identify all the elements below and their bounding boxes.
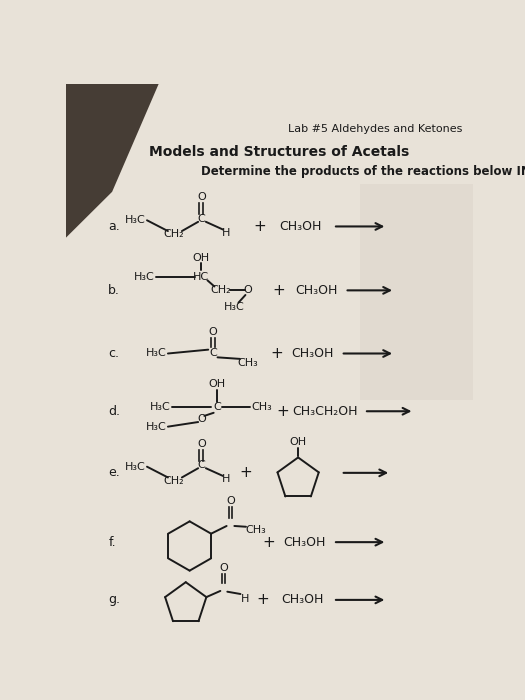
Text: O: O	[226, 496, 235, 505]
Text: +: +	[262, 535, 275, 550]
Text: e.: e.	[108, 466, 120, 480]
Text: C: C	[209, 349, 217, 358]
Text: H₃C: H₃C	[150, 402, 170, 412]
Text: CH₃: CH₃	[251, 402, 272, 412]
Text: a.: a.	[108, 220, 120, 233]
Text: O: O	[208, 327, 217, 337]
Text: Models and Structures of Acetals: Models and Structures of Acetals	[149, 145, 409, 159]
Text: CH₃CH₂OH: CH₃CH₂OH	[292, 405, 358, 418]
Text: +: +	[257, 592, 270, 608]
Text: H₃C: H₃C	[145, 421, 166, 432]
Polygon shape	[66, 84, 159, 238]
Text: CH₂: CH₂	[164, 229, 184, 239]
Text: H₃C: H₃C	[125, 216, 145, 225]
Text: H: H	[222, 228, 230, 237]
Text: OH: OH	[193, 253, 210, 263]
Text: +: +	[272, 283, 285, 298]
Text: O: O	[197, 193, 206, 202]
Text: d.: d.	[108, 405, 120, 418]
Text: C: C	[197, 214, 205, 224]
Text: H: H	[222, 474, 230, 484]
Text: +: +	[253, 219, 266, 234]
Text: HC: HC	[193, 272, 209, 281]
Text: H₃C: H₃C	[134, 272, 155, 281]
Text: CH₂: CH₂	[164, 475, 184, 486]
Text: b.: b.	[108, 284, 120, 297]
Text: g.: g.	[108, 594, 120, 606]
Text: C: C	[213, 402, 220, 412]
Text: CH₃OH: CH₃OH	[279, 220, 322, 233]
Text: O: O	[197, 414, 206, 424]
Text: CH₂: CH₂	[211, 286, 231, 295]
Text: +: +	[271, 346, 284, 361]
Text: CH₃OH: CH₃OH	[295, 284, 337, 297]
Text: H₃C: H₃C	[224, 302, 245, 312]
Text: Lab #5 Aldehydes and Ketones: Lab #5 Aldehydes and Ketones	[288, 124, 463, 134]
Text: CH₃OH: CH₃OH	[291, 347, 333, 360]
Text: H₃C: H₃C	[125, 462, 145, 472]
Text: O: O	[244, 286, 252, 295]
Text: OH: OH	[290, 437, 307, 447]
Text: +: +	[239, 466, 252, 480]
Text: O: O	[197, 439, 206, 449]
Text: Determine the products of the reactions below IN LAB. (2 pts): Determine the products of the reactions …	[201, 164, 525, 178]
Text: c.: c.	[108, 347, 119, 360]
Text: CH₃OH: CH₃OH	[281, 594, 323, 606]
Text: OH: OH	[208, 379, 225, 389]
Text: C: C	[197, 460, 205, 470]
Text: CH₃OH: CH₃OH	[283, 536, 326, 549]
Text: H: H	[241, 594, 249, 603]
Text: f.: f.	[108, 536, 116, 549]
Text: CH₃: CH₃	[245, 525, 266, 535]
Text: O: O	[219, 563, 228, 573]
Text: CH₃: CH₃	[237, 358, 258, 368]
Text: +: +	[276, 404, 289, 419]
Text: H₃C: H₃C	[145, 349, 166, 358]
Bar	[360, 184, 472, 400]
